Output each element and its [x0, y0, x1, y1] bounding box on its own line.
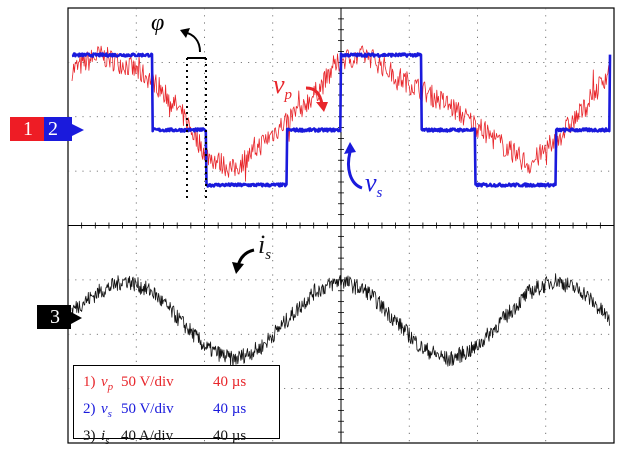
vp-arrow-head: [316, 102, 328, 112]
series-vs-trace: [71, 52, 612, 188]
channel-2-arrowhead: [72, 124, 84, 136]
series-is-trace: [71, 273, 610, 368]
annotations-overlay: [71, 28, 363, 324]
channel-3-marker: 3: [37, 305, 71, 329]
phi-label: φ: [151, 10, 165, 36]
legend-row-vs: 2) vs 50 V/div 40 µs: [83, 401, 247, 420]
legend-row-vp: 1) vp 50 V/div 40 µs: [83, 374, 247, 393]
traces: [71, 45, 612, 368]
legend: 1) vp 50 V/div 40 µs 2) vs 50 V/div 40 µs 3) is…: [73, 365, 280, 447]
phi-arrow-head: [180, 28, 190, 38]
channel-2-marker: 2: [44, 117, 72, 141]
channel-1-marker: 1: [10, 117, 44, 141]
is-label: is: [258, 230, 272, 264]
vs-arrow-head: [344, 142, 356, 154]
vs-arrow: [347, 151, 363, 190]
vp-arrow: [305, 86, 324, 105]
legend-row-is: 3) is 40 A/div 40 µs: [83, 428, 247, 447]
is-arrow-head: [232, 262, 244, 274]
vp-label: vp: [273, 70, 293, 104]
vs-label: vs: [365, 168, 383, 202]
channel-3-arrowhead: [71, 312, 82, 324]
